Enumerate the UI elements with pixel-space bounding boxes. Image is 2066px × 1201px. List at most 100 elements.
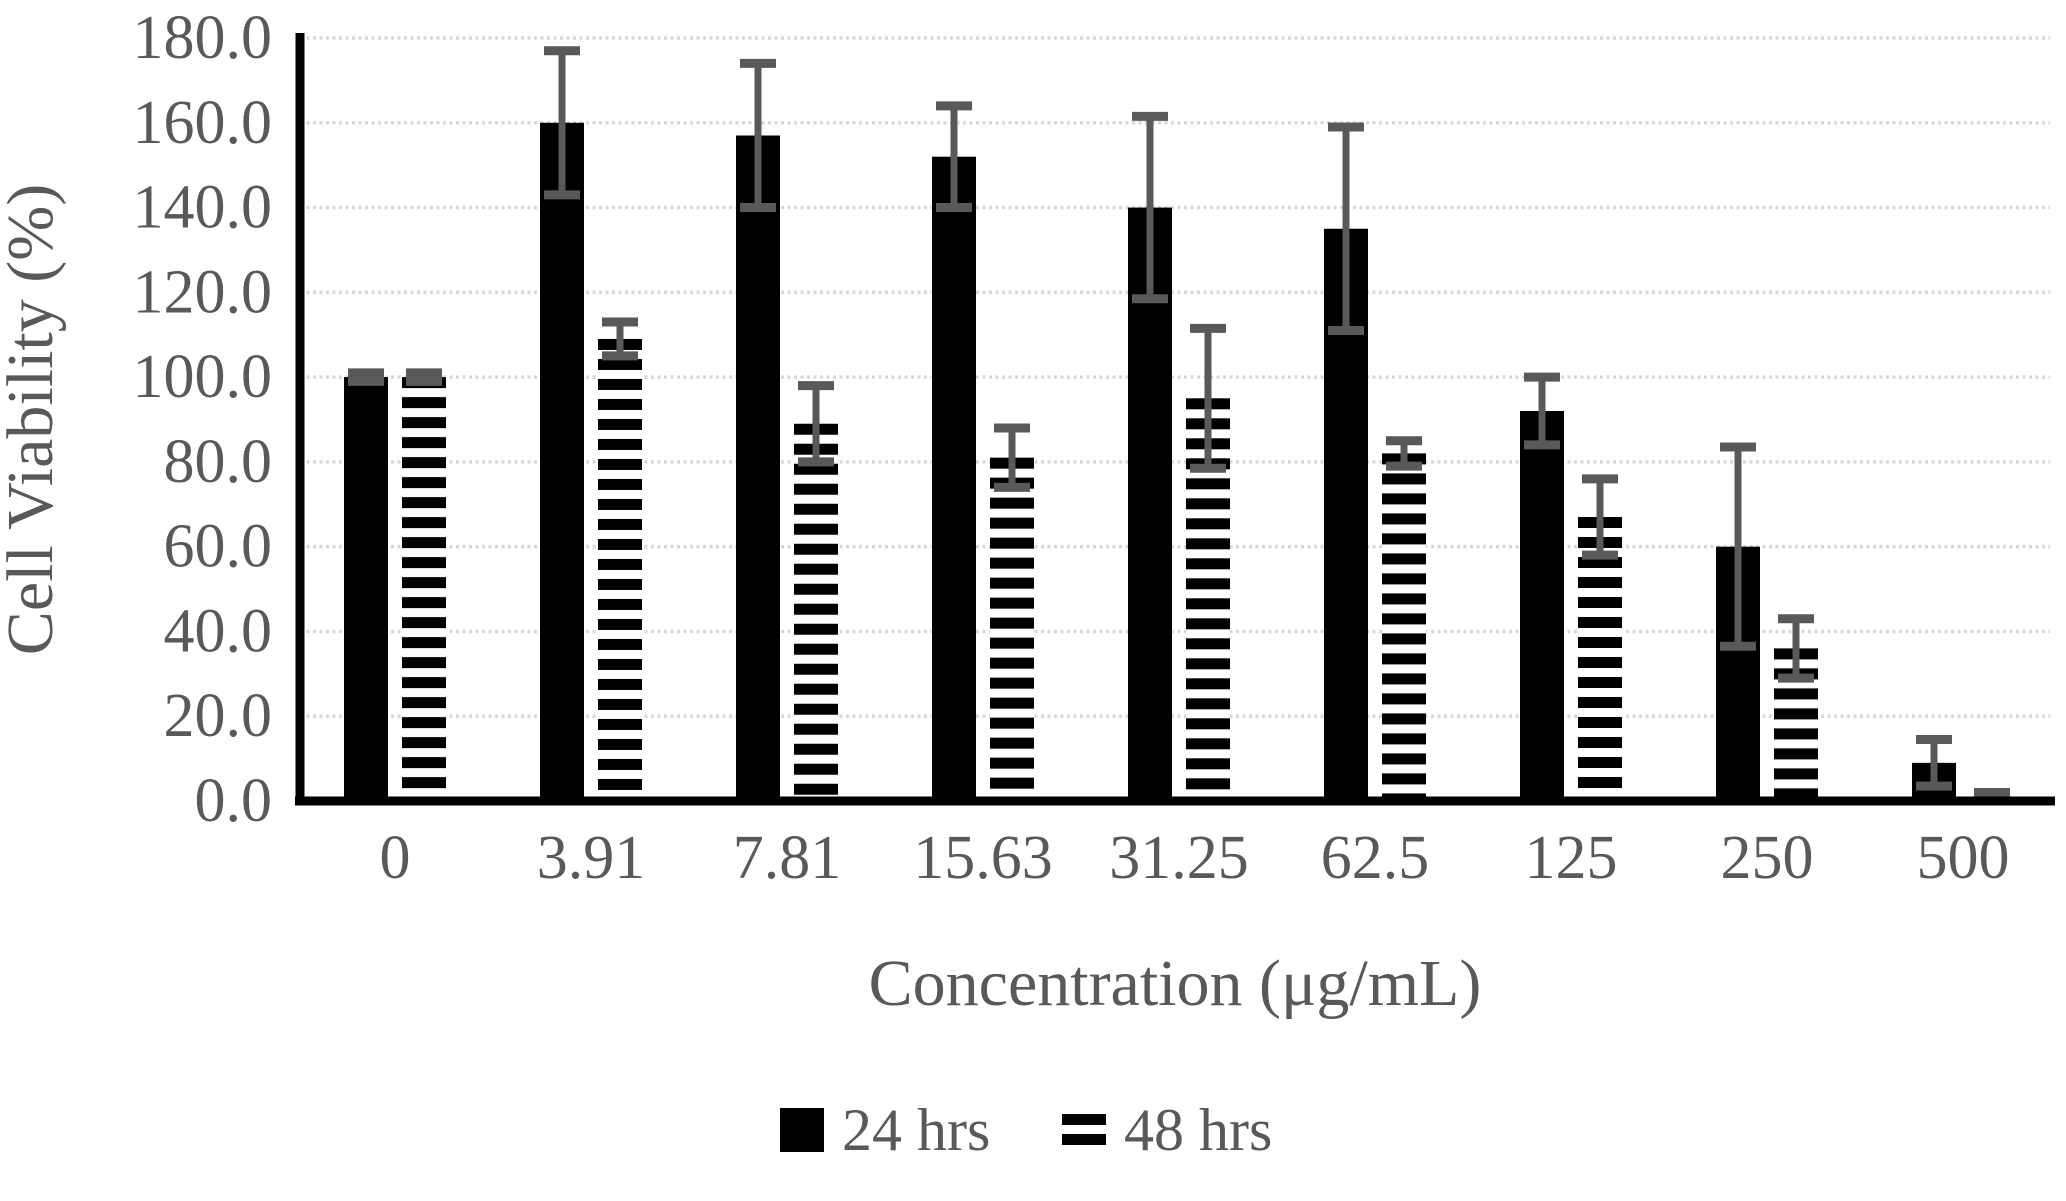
bar-48hrs-stripe	[1186, 778, 1230, 790]
x-tick-label: 3.91	[537, 824, 646, 892]
bar-48hrs-stripe	[598, 478, 642, 490]
x-tick-label: 250	[1721, 824, 1814, 892]
bar-48hrs-stripe	[990, 517, 1034, 529]
bar-48hrs-stripe	[794, 743, 838, 755]
y-tick-label: 140.0	[133, 174, 273, 242]
bar-48hrs-stripe	[990, 497, 1034, 509]
bar-48hrs-stripe	[794, 503, 838, 515]
bar-48hrs-stripe	[402, 557, 446, 569]
bar-48hrs-stripe	[402, 577, 446, 589]
bar-48hrs-stripe	[990, 657, 1034, 669]
bar-48hrs-stripe	[1382, 713, 1426, 725]
bar-24hrs	[344, 377, 388, 801]
bar-48hrs-stripe	[794, 483, 838, 495]
x-tick-label: 62.5	[1321, 824, 1430, 892]
bar-48hrs-stripe	[1578, 636, 1622, 648]
bar-48hrs-stripe	[794, 523, 838, 535]
y-tick-label: 160.0	[133, 89, 273, 157]
bar-48hrs-stripe	[1774, 748, 1818, 760]
bar-48hrs-stripe	[402, 777, 446, 789]
bar-48hrs-stripe	[1186, 738, 1230, 750]
y-tick-label: 60.0	[164, 513, 273, 581]
error-bar	[1720, 442, 1756, 651]
bar-48hrs-stripe	[1578, 696, 1622, 708]
bar-48hrs	[794, 423, 838, 801]
bar-48hrs-stripe	[794, 543, 838, 555]
bar-48hrs-stripe	[1578, 776, 1622, 788]
bar-48hrs-stripe	[1578, 616, 1622, 628]
bar-48hrs-stripe	[402, 717, 446, 729]
error-bar	[544, 46, 580, 200]
bar-48hrs-stripe	[1578, 596, 1622, 608]
y-tick-label: 20.0	[164, 682, 273, 750]
bar-48hrs	[1578, 516, 1622, 801]
bar-48hrs-stripe	[598, 518, 642, 530]
bar-48hrs-stripe	[402, 697, 446, 709]
bar-48hrs-stripe	[794, 723, 838, 735]
y-tick-label: 120.0	[133, 258, 273, 326]
bar-48hrs-stripe	[990, 777, 1034, 789]
bar-48hrs-stripe	[1186, 598, 1230, 610]
bar-48hrs-stripe	[990, 637, 1034, 649]
bar-48hrs-stripe	[1186, 558, 1230, 570]
bar-48hrs-stripe	[1382, 693, 1426, 705]
bar-24hrs	[932, 156, 976, 801]
bar-48hrs-stripe	[1578, 556, 1622, 568]
bar-48hrs-stripe	[990, 717, 1034, 729]
bar-48hrs-stripe	[1774, 768, 1818, 780]
bar-48hrs-stripe	[402, 457, 446, 469]
legend-item-24-hrs: 24 hrs	[780, 1097, 990, 1163]
bar-48hrs-stripe	[598, 498, 642, 510]
bar-48hrs-stripe	[402, 637, 446, 649]
error-bar	[936, 101, 972, 213]
bar-48hrs	[402, 377, 446, 801]
legend-label: 48 hrs	[1124, 1097, 1272, 1163]
bar-48hrs-stripe	[990, 617, 1034, 629]
y-tick-label: 100.0	[133, 343, 273, 411]
bar-24hrs	[1520, 411, 1564, 801]
bar-48hrs-stripe	[990, 697, 1034, 709]
bar-48hrs-stripe	[402, 397, 446, 409]
x-tick-label: 125	[1525, 824, 1618, 892]
y-tick-label: 80.0	[164, 428, 273, 496]
bar-48hrs-stripe	[598, 398, 642, 410]
legend-item-48-hrs: 48 hrs	[1062, 1097, 1272, 1163]
bar-48hrs-stripe	[1382, 533, 1426, 545]
bar-48hrs-stripe	[1382, 553, 1426, 565]
bar-48hrs-stripe	[1382, 733, 1426, 745]
legend-marker-24hrs-icon	[780, 1108, 824, 1152]
bar-48hrs-stripe	[1774, 708, 1818, 720]
bar-48hrs	[1382, 453, 1426, 801]
bar-48hrs-stripe	[794, 783, 838, 795]
error-bar	[602, 317, 638, 361]
legend-label: 24 hrs	[842, 1097, 990, 1163]
error-bar	[1916, 735, 1952, 791]
bar-48hrs-stripe	[1186, 618, 1230, 630]
bar-48hrs-stripe	[598, 438, 642, 450]
bar-48hrs-stripe	[990, 757, 1034, 769]
bar-48hrs-stripe	[1382, 573, 1426, 585]
bar-48hrs-stripe	[794, 463, 838, 475]
bar-48hrs-stripe	[1186, 678, 1230, 690]
bar-48hrs-stripe	[1186, 518, 1230, 530]
y-axis-title: Cell Viability (%)	[0, 184, 67, 655]
bar-48hrs-stripe	[1578, 576, 1622, 588]
bar-48hrs-stripe	[1186, 718, 1230, 730]
bar-48hrs-stripe	[598, 698, 642, 710]
bar-48hrs-stripe	[1382, 613, 1426, 625]
x-tick-label: 7.81	[733, 824, 842, 892]
bar-48hrs-stripe	[1382, 493, 1426, 505]
bar-48hrs-stripe	[1578, 656, 1622, 668]
bar-48hrs-stripe	[794, 703, 838, 715]
bar-48hrs-stripe	[794, 583, 838, 595]
bar-48hrs-stripe	[598, 638, 642, 650]
bar-48hrs-stripe	[990, 677, 1034, 689]
bar-48hrs-stripe	[1186, 538, 1230, 550]
error-bar	[798, 381, 834, 467]
bar-48hrs-stripe	[1774, 688, 1818, 700]
bar-48hrs-stripe	[1186, 578, 1230, 590]
bar-48hrs-stripe	[1186, 698, 1230, 710]
bar-48hrs-stripe	[402, 417, 446, 429]
bar-48hrs-stripe	[794, 643, 838, 655]
